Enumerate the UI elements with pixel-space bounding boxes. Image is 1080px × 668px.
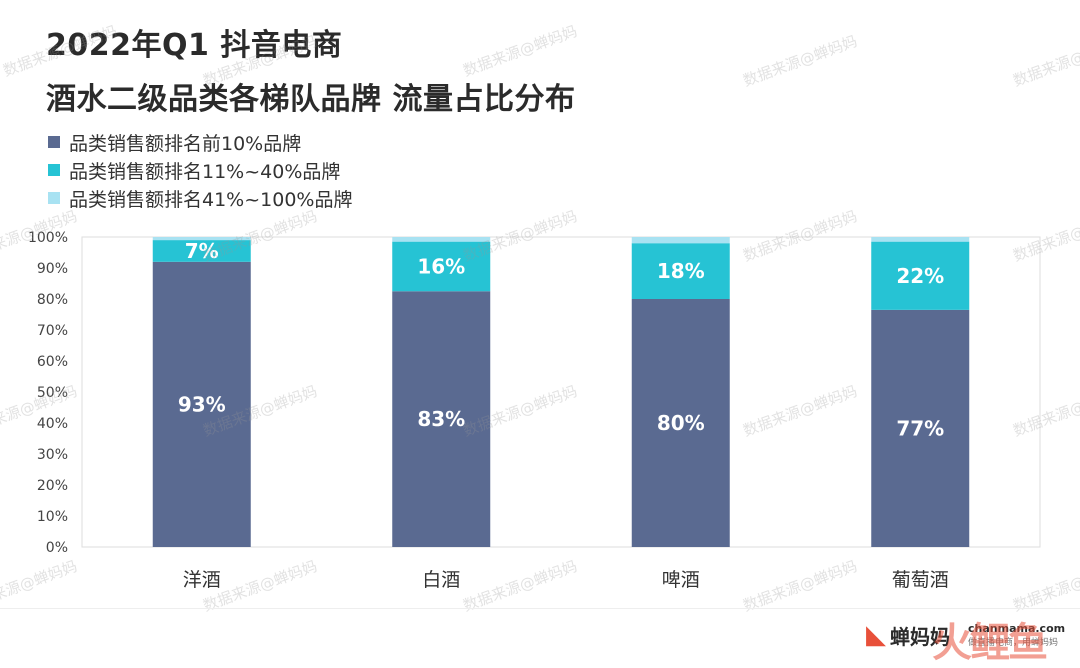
brand-name: 蝉妈妈 — [890, 624, 950, 649]
brand-tagline: 做直播电商，用蝉妈妈 — [968, 638, 1059, 648]
legend-label-top10: 品类销售额排名前10%品牌 — [69, 132, 302, 155]
y-tick-label: 90% — [37, 261, 68, 277]
data-label: 18% — [657, 259, 705, 283]
bar-segment — [152, 261, 251, 547]
legend-item-mid: 品类销售额排名11%~40%品牌 — [48, 156, 352, 184]
bar-segment — [871, 237, 970, 242]
data-label: 80% — [657, 411, 705, 435]
x-tick-label: 啤酒 — [662, 569, 700, 591]
data-label: 16% — [417, 254, 465, 278]
data-label: 77% — [896, 416, 944, 440]
y-tick-label: 70% — [37, 323, 68, 339]
brand-info: chanmama.com 做直播电商，用蝉妈妈 — [968, 622, 1065, 648]
bar-segment — [152, 237, 251, 241]
legend-swatch-mid — [48, 164, 60, 176]
x-tick-label: 葡萄酒 — [892, 569, 949, 591]
data-label: 22% — [896, 264, 944, 288]
chart-title-line-2: 酒水二级品类各梯队品牌 流量占比分布 — [46, 82, 576, 117]
chart-legend: 品类销售额排名前10%品牌 品类销售额排名11%~40%品牌 品类销售额排名41… — [48, 128, 352, 212]
footer-divider — [0, 608, 1080, 609]
bar-segment — [152, 240, 251, 262]
y-tick-label: 40% — [37, 416, 68, 432]
y-tick-label: 20% — [37, 478, 68, 494]
y-tick-label: 100% — [28, 230, 68, 246]
legend-label-mid: 品类销售额排名11%~40%品牌 — [69, 160, 341, 183]
y-tick-label: 80% — [37, 292, 68, 308]
legend-label-rest: 品类销售额排名41%~100%品牌 — [69, 188, 353, 211]
brand-site: chanmama.com — [968, 622, 1066, 635]
stamp-text: 火鲤鱼 — [932, 620, 1048, 666]
bar-segment — [392, 237, 491, 242]
brand-logo: ◣ 蝉妈妈 — [866, 620, 950, 650]
chart-title-line-1: 2022年Q1 抖音电商 — [46, 28, 343, 63]
data-label: 7% — [185, 239, 219, 263]
legend-swatch-top10 — [48, 136, 60, 148]
y-tick-label: 10% — [37, 509, 68, 525]
data-label: 93% — [178, 392, 226, 416]
brand-logo-icon: ◣ — [866, 620, 886, 650]
y-tick-label: 30% — [37, 447, 68, 463]
y-tick-label: 50% — [37, 385, 68, 401]
legend-swatch-rest — [48, 192, 60, 204]
x-tick-label: 洋酒 — [183, 569, 221, 591]
legend-item-rest: 品类销售额排名41%~100%品牌 — [48, 184, 352, 212]
x-tick-label: 白酒 — [422, 569, 460, 591]
bar-segment — [631, 299, 730, 547]
bar-segment — [392, 291, 491, 547]
bar-segment — [631, 237, 730, 244]
bar-segment — [392, 241, 491, 292]
bar-segment — [871, 241, 970, 310]
y-tick-label: 60% — [37, 354, 68, 370]
brand-footer: ◣ 蝉妈妈 chanmama.com 做直播电商，用蝉妈妈 — [866, 620, 1065, 650]
y-tick-label: 0% — [46, 540, 68, 556]
bar-segment — [631, 243, 730, 299]
plot-frame — [81, 236, 1041, 548]
bar-segment — [871, 309, 970, 547]
legend-item-top10: 品类销售额排名前10%品牌 — [48, 128, 352, 156]
data-label: 83% — [417, 407, 465, 431]
corner-stamp-logo: 火鲤鱼 — [932, 610, 1048, 668]
